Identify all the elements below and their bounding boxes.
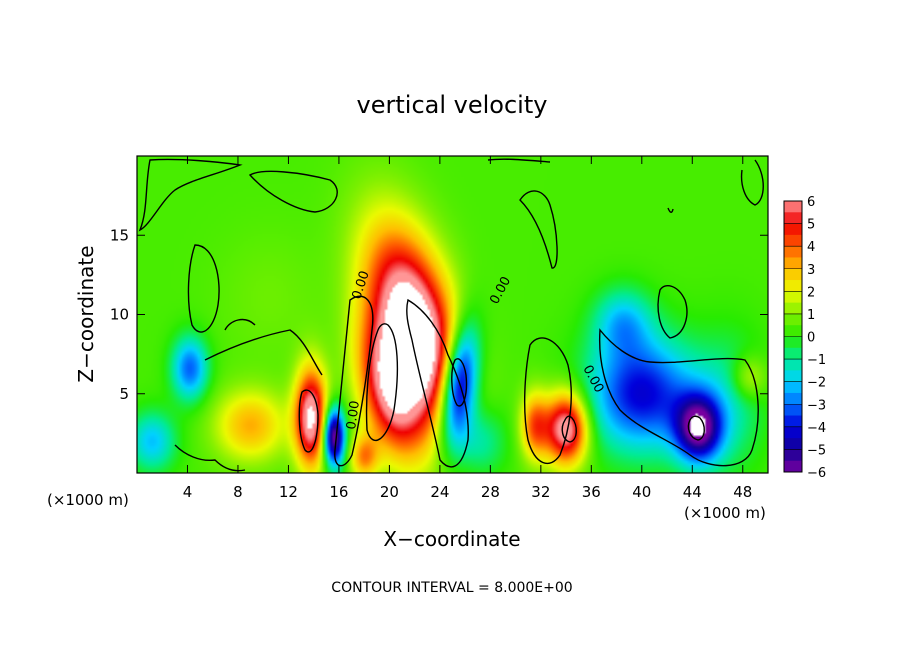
contour-line <box>248 170 338 213</box>
x-tick-label: 28 <box>481 483 500 501</box>
contour-line <box>519 190 558 269</box>
colorbar-tick-label: −2 <box>807 376 826 391</box>
contour-line <box>451 358 468 407</box>
colorbar-band <box>784 246 802 258</box>
plot-area: 0.00 0.00 0.00 0.00 <box>136 155 769 474</box>
contour-line <box>224 318 256 331</box>
colorbar-band <box>784 223 802 236</box>
contour-line <box>487 158 551 163</box>
contour-line <box>598 328 759 467</box>
colorbar-tick-label: 5 <box>807 218 815 233</box>
contour-line <box>365 323 399 442</box>
colorbar-tick-label: 1 <box>807 308 815 323</box>
colorbar-band <box>784 291 802 304</box>
colorbar-band <box>784 370 802 383</box>
colorbar-band <box>784 325 802 337</box>
contour-line <box>561 415 577 443</box>
x-tick-label: 48 <box>733 483 752 501</box>
x-tick-label: 20 <box>380 483 399 501</box>
colorbar-band <box>784 426 802 439</box>
colorbar-band <box>784 449 802 462</box>
contour-label: 0.00 <box>344 400 363 431</box>
contour-line <box>298 389 319 453</box>
colorbar-band <box>784 404 802 417</box>
colorbar-band <box>784 336 802 349</box>
x-tick-label: 4 <box>183 483 193 501</box>
colorbar-band <box>784 257 802 270</box>
colorbar-tick-label: 0 <box>807 331 815 346</box>
colorbar-tick-label: 2 <box>807 285 815 300</box>
colorbar-band <box>784 381 802 394</box>
colorbar-tick-label: −1 <box>807 353 826 368</box>
contour-line <box>667 207 674 213</box>
contour-line <box>687 415 705 441</box>
y-axis-label: Z−coordinate <box>74 245 98 382</box>
y-tick-label: 5 <box>119 385 129 403</box>
colorbar-band <box>784 201 802 213</box>
x-axis: 4 8 12 16 20 24 28 32 36 40 44 48 <box>183 156 752 501</box>
colorbar-tick-label: 4 <box>807 240 815 255</box>
colorbar-tick-label: 3 <box>807 263 815 278</box>
x-tick-label: 44 <box>683 483 702 501</box>
colorbar-band <box>784 392 802 405</box>
x-tick-label: 32 <box>531 483 550 501</box>
colorbar: 6 5 4 3 2 1 0 −1 −2 −3 −4 −5 −6 <box>783 195 826 481</box>
y-tick-label: 15 <box>110 226 129 244</box>
colorbar-band <box>784 302 802 315</box>
colorbar-tick-label: −6 <box>807 466 826 481</box>
colorbar-tick-label: −5 <box>807 443 826 458</box>
y-tick-label: 10 <box>110 306 129 324</box>
contour-line <box>740 159 764 206</box>
contour-line <box>334 295 374 467</box>
x-tick-label: 8 <box>233 483 243 501</box>
x-axis-label: X−coordinate <box>383 527 520 551</box>
x-unit-note-left: (×1000 m) <box>47 491 129 509</box>
colorbar-band <box>784 313 802 326</box>
colorbar-band <box>784 280 802 292</box>
contour-line <box>406 298 469 468</box>
x-unit-note-right: (×1000 m) <box>684 504 766 522</box>
x-tick-label: 12 <box>279 483 298 501</box>
colorbar-band <box>784 347 802 360</box>
heatmap <box>137 156 768 473</box>
contour-line <box>657 284 688 339</box>
colorbar-band <box>784 234 802 247</box>
colorbar-band <box>784 359 802 371</box>
contour-line <box>187 244 220 333</box>
x-tick-label: 36 <box>582 483 601 501</box>
contour-line <box>204 329 323 376</box>
chart-title: vertical velocity <box>357 91 548 119</box>
x-tick-label: 40 <box>632 483 651 501</box>
colorbar-band <box>784 415 802 428</box>
colorbar-tick-label: −4 <box>807 421 826 436</box>
contour-line <box>174 444 246 472</box>
colorbar-band <box>784 438 802 450</box>
colorbar-band <box>784 268 802 281</box>
colorbar-tick-label: −3 <box>807 398 826 413</box>
colorbar-tick-label: 6 <box>807 195 815 210</box>
colorbar-band <box>784 460 802 473</box>
contour-line <box>138 158 243 232</box>
y-axis: 5 10 15 <box>110 226 768 403</box>
contour-line <box>523 337 572 465</box>
colorbar-band <box>784 212 802 225</box>
contour-interval-note: CONTOUR INTERVAL = 8.000E+00 <box>331 580 572 596</box>
x-tick-label: 24 <box>430 483 449 501</box>
zero-contours <box>138 158 764 472</box>
x-tick-label: 16 <box>329 483 348 501</box>
